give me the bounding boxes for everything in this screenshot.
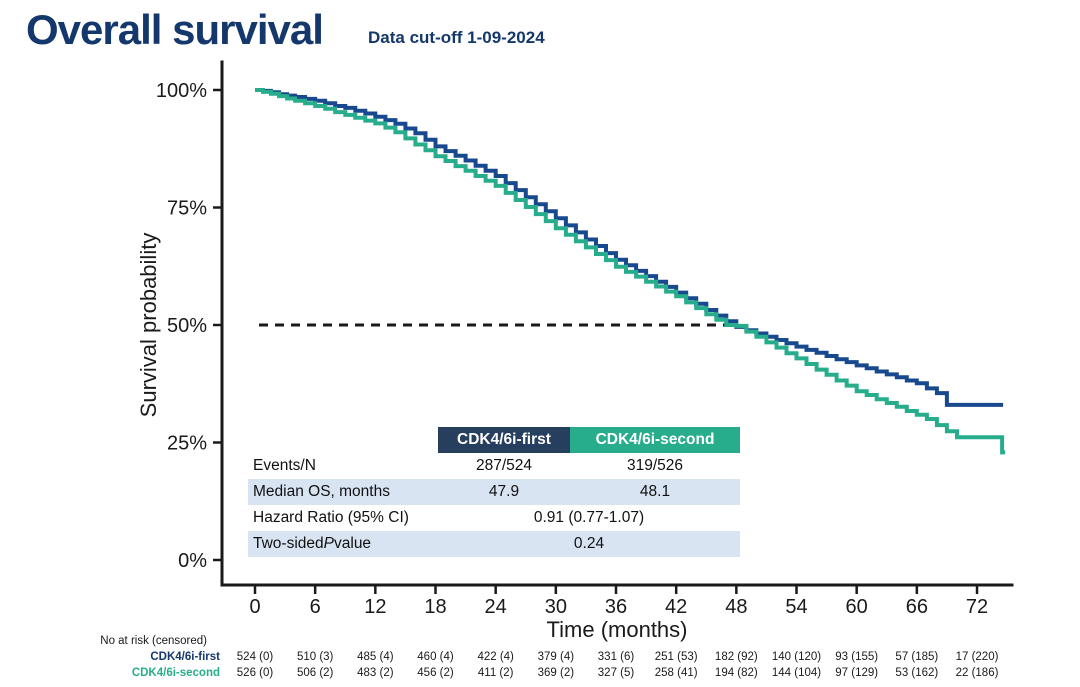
x-tick-label: 42	[665, 596, 687, 618]
x-tick-label: 12	[364, 596, 386, 618]
x-tick-label: 36	[605, 596, 627, 618]
risk-value: 93 (155)	[835, 651, 879, 663]
risk-value: 97 (129)	[835, 667, 879, 679]
y-tick-label: 100%	[156, 80, 207, 102]
x-tick-label: 30	[545, 596, 567, 618]
risk-value: 144 (104)	[771, 667, 822, 679]
risk-value: 526 (0)	[236, 667, 274, 679]
x-tick-label: 60	[846, 596, 868, 618]
x-tick-label: 72	[966, 596, 988, 618]
data-cutoff-label: Data cut-off 1-09-2024	[368, 28, 545, 47]
stats-header-first: CDK4/6i-first	[438, 427, 570, 453]
risk-value: 194 (82)	[714, 667, 758, 679]
risk-value: 258 (41)	[654, 667, 698, 679]
risk-value: 331 (6)	[597, 651, 635, 663]
risk-value: 510 (3)	[296, 651, 334, 663]
risk-value: 327 (5)	[597, 667, 635, 679]
km-curve-cdk4/6i-second	[255, 88, 1006, 455]
page-title: Overall survival	[26, 6, 324, 53]
stats-row-median-first: 47.9	[438, 479, 570, 505]
stats-row-events-label: Events/N	[253, 457, 316, 474]
x-tick-label: 0	[249, 596, 260, 618]
x-tick-label: 54	[785, 596, 807, 618]
y-tick-label: 50%	[167, 315, 207, 337]
y-tick-label: 75%	[167, 198, 207, 220]
risk-value: 57 (185)	[895, 651, 939, 663]
stats-row-median-label: Median OS, months	[248, 479, 438, 505]
risk-value: 379 (4)	[537, 651, 575, 663]
risk-value: 460 (4)	[417, 651, 454, 663]
stats-table: CDK4/6i-first CDK4/6i-second Events/N 28…	[248, 427, 740, 557]
risk-value: 17 (220)	[955, 651, 999, 663]
stats-row-pvalue-value: 0.24	[438, 531, 740, 557]
risk-row-label-second: CDK4/6i-second	[131, 667, 220, 679]
risk-value: 456 (2)	[417, 667, 454, 679]
x-tick-label: 24	[485, 596, 507, 618]
x-tick-label: 18	[424, 596, 446, 618]
risk-value: 53 (162)	[895, 667, 939, 679]
stats-row-hr-label: Hazard Ratio (95% CI)	[253, 509, 409, 526]
risk-value: 140 (120)	[771, 651, 822, 663]
risk-value: 524 (0)	[236, 651, 274, 663]
y-tick-label: 25%	[167, 433, 207, 455]
x-tick-label: 66	[906, 596, 928, 618]
stats-row-pvalue-label: Two-sided P value	[248, 531, 438, 557]
risk-value: 369 (2)	[537, 667, 575, 679]
stats-row-events-second: 319/526	[626, 457, 684, 474]
axis-frame	[220, 60, 1014, 587]
stats-row-hr-value: 0.91 (0.77-1.07)	[533, 509, 645, 526]
stats-row-events-first: 287/524	[475, 457, 533, 474]
risk-value: 483 (2)	[357, 667, 394, 679]
stats-row-median-second: 48.1	[570, 479, 740, 505]
y-tick-label: 0%	[178, 550, 207, 572]
risk-table-caption: No at risk (censored)	[100, 635, 207, 647]
pvalue-label-italic: P	[323, 535, 334, 552]
risk-value: 506 (2)	[296, 667, 334, 679]
pvalue-label-suffix: value	[334, 535, 372, 552]
stats-header-spacer	[248, 427, 438, 453]
x-axis-title: Time (months)	[546, 617, 688, 642]
risk-value: 485 (4)	[357, 651, 394, 663]
risk-value: 411 (2)	[477, 667, 514, 679]
x-tick-label: 48	[725, 596, 747, 618]
stats-header-second: CDK4/6i-second	[570, 427, 740, 453]
x-tick-label: 6	[310, 596, 321, 618]
km-curve-cdk4/6i-first	[255, 88, 1004, 407]
risk-value: 22 (186)	[955, 667, 999, 679]
risk-row-label-first: CDK4/6i-first	[150, 651, 220, 663]
risk-value: 182 (92)	[714, 651, 758, 663]
y-axis-title: Survival probability	[136, 232, 161, 418]
pvalue-label-prefix: Two-sided	[253, 535, 324, 552]
risk-value: 251 (53)	[654, 651, 698, 663]
risk-value: 422 (4)	[477, 651, 514, 663]
